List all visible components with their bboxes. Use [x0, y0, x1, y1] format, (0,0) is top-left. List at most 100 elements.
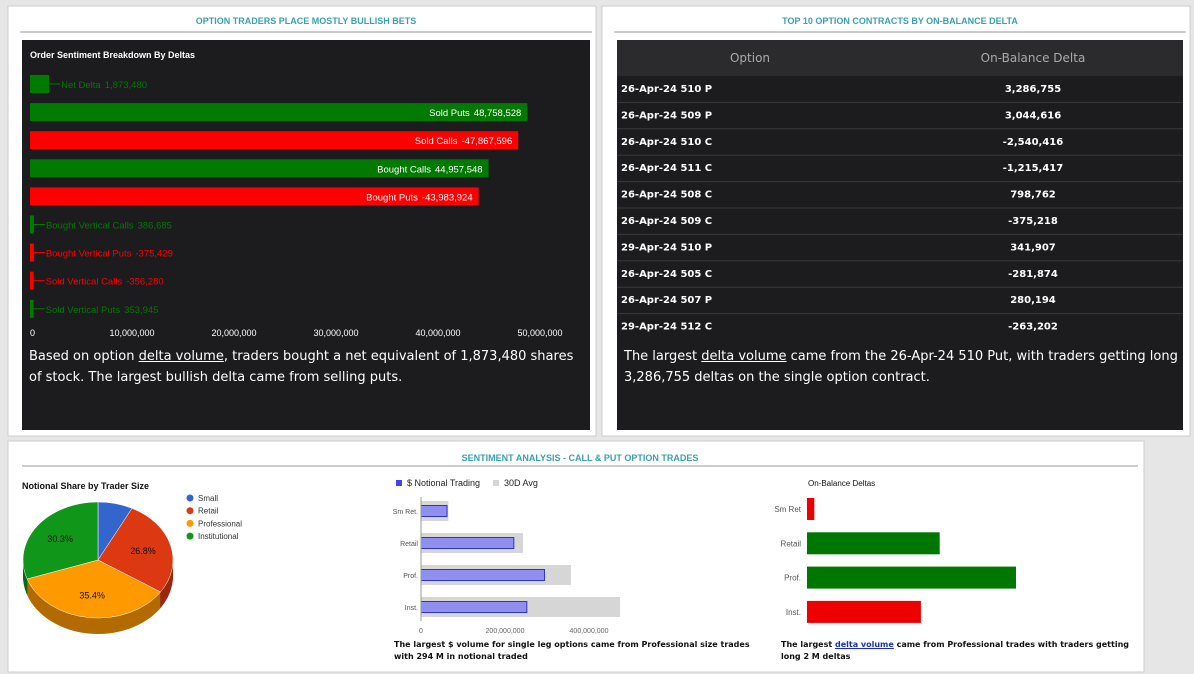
link[interactable]: delta volume — [701, 349, 787, 364]
data-label: Sold Vertical Calls -356,280 — [46, 277, 164, 288]
bar — [30, 243, 34, 262]
cell: -1,215,417 — [1003, 163, 1063, 174]
data-label: Net Delta 1,873,480 — [61, 80, 147, 91]
panel-title: OPTION TRADERS PLACE MOSTLY BULLISH BETS — [196, 16, 417, 26]
legend-label: 30D Avg — [504, 478, 538, 488]
bar — [30, 271, 34, 290]
cell: 26-Apr-24 505 C — [621, 269, 712, 280]
legend-label: Small — [198, 494, 218, 503]
x-tick-label: 50,000,000 — [517, 328, 562, 338]
bar — [30, 131, 519, 150]
cell: 26-Apr-24 511 C — [621, 163, 712, 174]
y-tick-label: Sm Ret. — [393, 509, 418, 516]
caption-text: , traders bought a net equivalent of 1,8… — [29, 349, 574, 385]
value-label: -47,867,596 — [462, 136, 513, 147]
data-label: Sold Calls -47,867,596 — [415, 136, 513, 147]
column-header: On-Balance Delta — [981, 51, 1086, 65]
caption: The largest delta volume came from Profe… — [781, 639, 1151, 663]
bar — [807, 498, 815, 520]
value-label: 1,873,480 — [105, 80, 147, 91]
category-label: Sold Vertical Puts — [46, 305, 121, 316]
legend-swatch — [493, 480, 499, 486]
bar — [30, 103, 528, 122]
bar — [807, 600, 921, 623]
value-label: -43,983,924 — [422, 192, 473, 203]
category-label: Sold Vertical Calls — [46, 277, 123, 288]
category-label: Sold Calls — [415, 136, 458, 147]
y-tick-label: Inst. — [405, 605, 418, 612]
category-label: Bought Vertical Calls — [46, 221, 134, 232]
bar — [30, 159, 489, 178]
cell: -2,540,416 — [1003, 137, 1063, 148]
caption-text: The largest — [624, 349, 702, 364]
cell: -281,874 — [1008, 269, 1058, 280]
cell: 26-Apr-24 510 C — [621, 137, 712, 148]
category-label: Bought Vertical Puts — [46, 249, 132, 260]
caption-text: Based on option — [29, 349, 139, 364]
legend-swatch — [186, 507, 194, 515]
cell: 26-Apr-24 509 C — [621, 216, 712, 227]
data-label: 26.8% — [130, 546, 156, 556]
y-tick-label: Sm Ret — [774, 505, 801, 514]
cell: 26-Apr-24 510 P — [621, 84, 712, 95]
dark-area — [617, 40, 1183, 430]
cell: 26-Apr-24 508 C — [621, 190, 712, 201]
data-label: Bought Puts -43,983,924 — [366, 192, 472, 203]
x-tick-label: 40,000,000 — [415, 328, 460, 338]
link[interactable]: delta volume — [834, 640, 894, 649]
cell: 3,286,755 — [1005, 84, 1061, 95]
legend-label: $ Notional Trading — [407, 478, 480, 488]
caption: Based on option delta volume, traders bo… — [29, 346, 589, 388]
y-tick-label: Prof. — [403, 573, 418, 580]
cell: 280,194 — [1010, 295, 1056, 306]
data-label: Bought Vertical Calls 386,685 — [46, 221, 172, 232]
data-label: Sold Vertical Puts 353,945 — [46, 305, 159, 316]
cell: -375,218 — [1008, 216, 1058, 227]
category-label: Sold Puts — [429, 108, 470, 119]
data-label: 30.3% — [47, 534, 73, 544]
caption: The largest delta volume came from the 2… — [624, 346, 1184, 388]
data-label: 35.4% — [79, 591, 105, 601]
cell: -263,202 — [1008, 322, 1058, 333]
bar — [30, 187, 479, 206]
link[interactable]: delta volume — [138, 349, 224, 364]
cell: 26-Apr-24 507 P — [621, 295, 712, 306]
value-label: 386,685 — [138, 221, 172, 232]
value-label: 353,945 — [124, 305, 158, 316]
chart-title: Order Sentiment Breakdown By Deltas — [30, 50, 195, 60]
x-tick-label: 0 — [30, 328, 35, 338]
legend-swatch — [396, 480, 402, 486]
legend-label: Institutional — [198, 532, 239, 541]
bar — [420, 505, 448, 517]
data-label: Sold Puts 48,758,528 — [429, 108, 521, 119]
caption: The largest $ volume for single leg opti… — [394, 639, 764, 663]
value-label: 48,758,528 — [474, 108, 522, 119]
y-tick-label: Inst. — [786, 608, 801, 617]
caption-text: The largest — [781, 640, 835, 649]
data-label: Bought Calls 44,957,548 — [377, 164, 482, 175]
legend-swatch — [186, 494, 194, 502]
category-label: Bought Calls — [377, 164, 431, 175]
x-tick-label: 400,000,000 — [570, 628, 609, 635]
pie-slice — [22, 501, 99, 580]
y-tick-label: Prof. — [784, 574, 801, 583]
category-label: Net Delta — [61, 80, 101, 91]
table-header — [617, 40, 1183, 76]
cell: 29-Apr-24 512 C — [621, 322, 712, 333]
category-label: Bought Puts — [366, 192, 418, 203]
bar — [807, 532, 940, 555]
y-tick-label: Retail — [400, 541, 418, 548]
bar — [420, 569, 545, 581]
bar — [30, 215, 34, 234]
data-label: Bought Vertical Puts -375,429 — [46, 249, 173, 260]
cell: 798,762 — [1010, 190, 1056, 201]
x-tick-label: 20,000,000 — [211, 328, 256, 338]
x-tick-label: 30,000,000 — [313, 328, 358, 338]
bar — [807, 566, 1016, 589]
bar — [30, 299, 34, 318]
value-label: -356,280 — [126, 277, 164, 288]
x-tick-label: 200,000,000 — [486, 628, 525, 635]
legend-swatch — [186, 532, 194, 540]
